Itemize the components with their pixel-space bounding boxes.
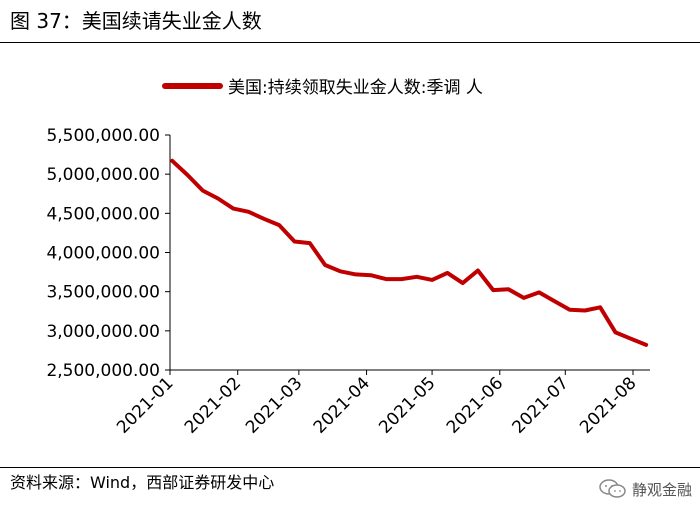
data-point — [613, 330, 618, 334]
data-point — [216, 196, 220, 201]
data-point — [506, 287, 511, 291]
data-point — [308, 241, 312, 245]
data-point — [354, 272, 358, 276]
data-point — [644, 343, 648, 347]
data-point — [185, 173, 190, 177]
legend-label: 美国:持续领取失业金人数:季调 人 — [228, 78, 483, 98]
data-point — [262, 217, 266, 221]
x-tick-label: 2021-04 — [310, 373, 374, 437]
data-point — [552, 299, 557, 303]
watermark: 静观金融 — [598, 478, 692, 500]
y-tick-label: 5,000,000.00 — [46, 165, 160, 185]
x-tick-label: 2021-06 — [443, 373, 507, 437]
data-point — [323, 263, 327, 267]
data-point — [430, 278, 434, 282]
data-point — [598, 305, 602, 309]
data-point — [277, 223, 281, 227]
y-tick-label: 4,500,000.00 — [46, 204, 160, 224]
y-tick-label: 5,500,000.00 — [46, 126, 160, 146]
y-axis-ticks: 5,500,000.00 5,000,000.00 4,500,000.00 4,00… — [46, 126, 170, 381]
data-point — [583, 308, 587, 313]
legend: 美国:持续领取失业金人数:季调 人 — [162, 78, 483, 98]
source-note: 资料来源：Wind，西部证券研发中心 — [10, 473, 275, 492]
data-point — [537, 290, 541, 294]
bottom-rule — [0, 467, 700, 468]
data-point — [247, 210, 251, 214]
data-point — [629, 337, 633, 341]
data-point — [201, 189, 205, 193]
x-tick-label: 2021-08 — [576, 373, 640, 437]
y-tick-label: 3,500,000.00 — [46, 283, 160, 303]
y-tick-label: 3,000,000.00 — [46, 322, 160, 342]
data-point — [231, 207, 235, 211]
data-point — [522, 296, 526, 300]
chart-area: 美国:持续领取失业金人数:季调 人 5,500,000.00 5,000,000.… — [46, 78, 650, 438]
data-point — [415, 275, 419, 279]
data-point — [476, 268, 480, 273]
axes — [169, 135, 650, 371]
figure-title: 图 37：美国续请失业金人数 — [10, 9, 262, 33]
data-point — [568, 308, 572, 312]
x-tick-label: 2021-01 — [113, 373, 177, 437]
data-point — [399, 277, 404, 281]
series-line — [170, 158, 649, 347]
data-point — [170, 159, 174, 163]
wechat-icon — [599, 479, 626, 498]
top-rule — [0, 42, 700, 43]
x-tick-label: 2021-05 — [375, 373, 439, 437]
watermark-text: 静观金融 — [631, 480, 692, 499]
data-point — [491, 288, 495, 292]
data-point — [292, 239, 297, 244]
x-tick-label: 2021-07 — [508, 373, 572, 437]
y-tick-label: 4,000,000.00 — [46, 244, 160, 264]
data-point — [384, 277, 388, 281]
x-tick-label: 2021-03 — [242, 373, 306, 437]
data-point — [338, 269, 342, 273]
data-points — [170, 159, 648, 347]
data-point — [445, 271, 449, 275]
x-tick-label: 2021-02 — [181, 373, 245, 437]
data-point — [369, 273, 373, 277]
y-tick-label: 2,500,000.00 — [46, 361, 160, 381]
data-point — [461, 281, 465, 285]
